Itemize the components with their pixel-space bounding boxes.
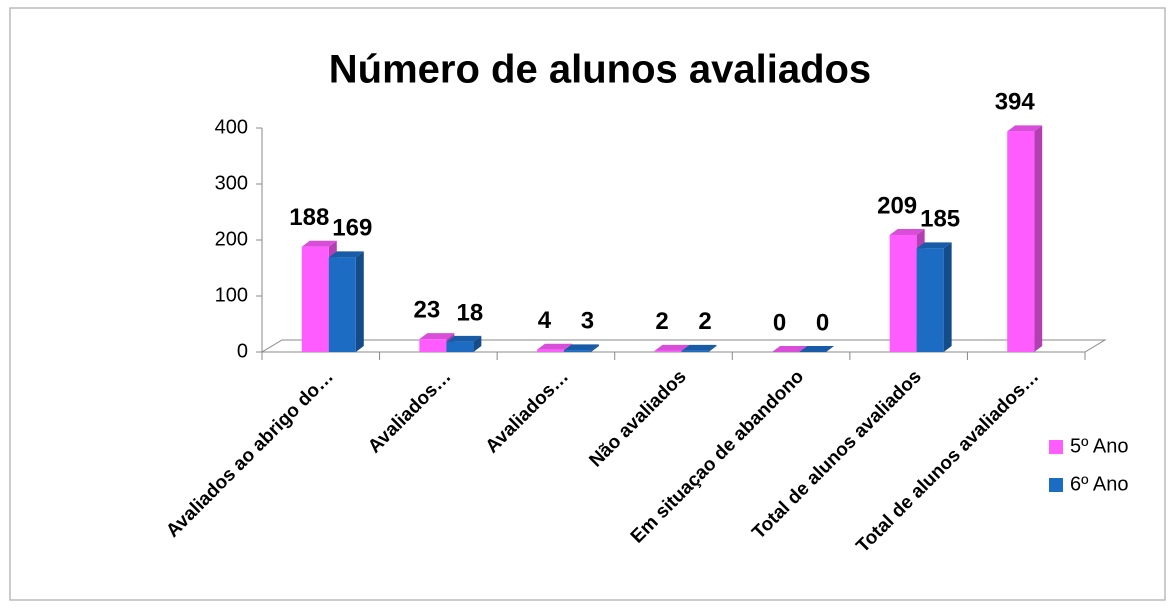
legend-label: 5º Ano <box>1070 435 1128 457</box>
y-tick-label: 300 <box>215 172 248 194</box>
bar <box>301 246 329 352</box>
bar-top <box>916 242 952 249</box>
bar-side <box>355 251 364 352</box>
data-label: 4 <box>538 307 552 334</box>
bar-top <box>772 346 808 352</box>
bar-top <box>889 228 925 235</box>
bar <box>446 341 474 352</box>
data-label: 394 <box>995 89 1036 116</box>
bar-top <box>1007 125 1043 132</box>
bar-top <box>654 344 690 351</box>
bar-top <box>536 343 572 350</box>
legend-label: 6º Ano <box>1070 473 1128 495</box>
y-tick-label: 400 <box>215 116 248 138</box>
y-tick-label: 0 <box>237 340 248 362</box>
bar <box>916 248 944 352</box>
chart-title: Número de alunos avaliados <box>329 48 871 92</box>
bar-side <box>1034 125 1043 352</box>
bar-top <box>328 251 364 258</box>
bar-side <box>943 242 952 352</box>
bar-side <box>473 335 482 352</box>
bar-top <box>419 333 455 340</box>
data-label: 0 <box>773 309 786 336</box>
bar <box>563 350 591 352</box>
bar <box>328 257 356 352</box>
bar <box>419 339 447 352</box>
bar <box>681 350 709 352</box>
bar <box>1007 131 1035 352</box>
bar-side <box>708 344 717 352</box>
y-tick-label: 200 <box>215 228 248 250</box>
data-label: 209 <box>877 192 917 219</box>
data-label: 18 <box>457 299 484 326</box>
bar <box>654 350 682 352</box>
legend-swatch <box>1049 440 1063 454</box>
data-label: 2 <box>655 308 668 335</box>
y-tick-label: 100 <box>215 284 248 306</box>
bar-top <box>446 335 482 342</box>
data-label: 188 <box>289 204 329 231</box>
bar-top <box>799 346 835 352</box>
bar <box>536 349 564 352</box>
bar-side <box>590 344 599 352</box>
data-label: 2 <box>698 308 711 335</box>
data-label: 185 <box>920 206 960 233</box>
bar-top <box>681 344 717 351</box>
chart-frame <box>9 7 1166 601</box>
data-label: 3 <box>581 308 594 335</box>
bar-top <box>301 240 337 247</box>
bar <box>889 234 917 352</box>
bar-top <box>563 344 599 351</box>
legend-swatch <box>1049 478 1063 492</box>
data-label: 0 <box>816 309 829 336</box>
data-label: 169 <box>332 215 372 242</box>
data-label: 23 <box>414 296 441 323</box>
